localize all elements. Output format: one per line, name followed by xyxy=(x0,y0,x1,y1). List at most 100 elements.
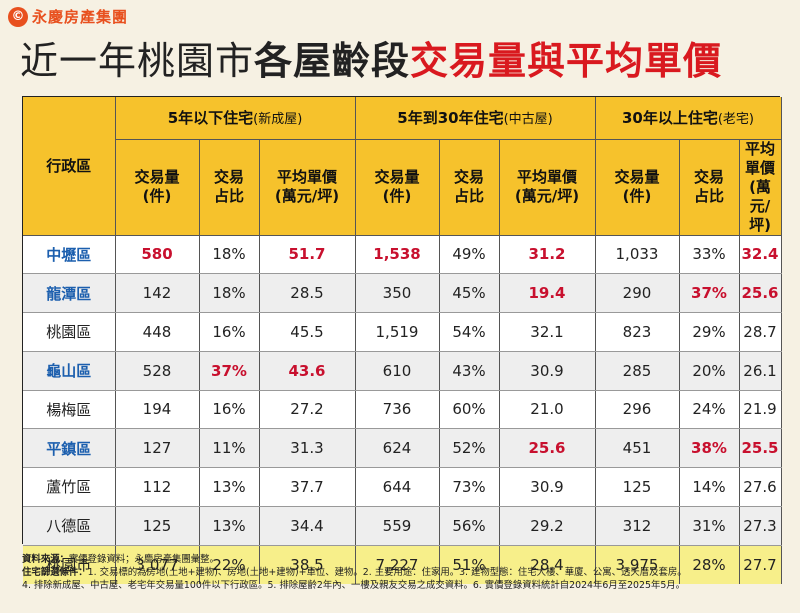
district-header: 行政區 xyxy=(23,97,116,236)
table-cell: 29% xyxy=(679,312,740,352)
table-cell: 51% xyxy=(439,545,500,584)
table-cell: 1,519 xyxy=(355,312,440,352)
table-cell: 350 xyxy=(355,273,440,313)
table-cell: 31% xyxy=(679,506,740,546)
table-cell: 33% xyxy=(679,235,740,275)
group-header-new: 5年以下住宅(新成屋) xyxy=(115,97,356,140)
table-cell: 38% xyxy=(679,428,740,468)
data-table: 行政區 5年以下住宅(新成屋) 5年到30年住宅(中古屋) 30年以上住宅(老宅… xyxy=(23,97,782,584)
page-title: 近一年桃園市各屋齡段交易量與平均單價 xyxy=(20,38,722,84)
col-header-share: 交易 占比 xyxy=(679,139,740,236)
table-cell: 37% xyxy=(679,273,740,313)
table-cell: 43% xyxy=(439,351,500,391)
table-cell: 25.5 xyxy=(739,428,782,468)
table-cell: 45.5 xyxy=(259,312,356,352)
table-cell: 34.4 xyxy=(259,506,356,546)
table-cell: 32.4 xyxy=(739,235,782,275)
table-cell: 20% xyxy=(679,351,740,391)
criteria-line: 住宅篩選條件：1. 交易標的為房地(土地+建物)、房地(土地+建物)+車位、建物… xyxy=(22,567,687,578)
table-cell: 112 xyxy=(115,467,200,507)
table-cell: 54% xyxy=(439,312,500,352)
table-cell: 37.7 xyxy=(259,467,356,507)
table-cell: 19.4 xyxy=(499,273,596,313)
table-cell: 125 xyxy=(115,506,200,546)
district-cell: 龍潭區 xyxy=(23,273,116,313)
table-cell: 127 xyxy=(115,428,200,468)
table-cell: 194 xyxy=(115,390,200,430)
table-cell: 448 xyxy=(115,312,200,352)
table-cell: 26.1 xyxy=(739,351,782,391)
table-cell: 18% xyxy=(199,235,260,275)
table-cell: 29.2 xyxy=(499,506,596,546)
table-cell: 60% xyxy=(439,390,500,430)
table-cell: 49% xyxy=(439,235,500,275)
col-header-volume: 交易量 (件) xyxy=(115,139,200,236)
col-header-volume: 交易量 (件) xyxy=(595,139,680,236)
table-row: 楊梅區 194 16% 27.2 736 60% 21.0 296 24% 21.9 xyxy=(23,390,782,430)
table-cell: 823 xyxy=(595,312,680,352)
table-cell: 312 xyxy=(595,506,680,546)
table-cell: 13% xyxy=(199,506,260,546)
table-cell: 52% xyxy=(439,428,500,468)
table-row: 中壢區 580 18% 51.7 1,538 49% 31.2 1,033 33% 32.4 xyxy=(23,235,782,275)
table-cell: 28.5 xyxy=(259,273,356,313)
table-cell: 7,227 xyxy=(355,545,440,584)
brand-icon: © xyxy=(8,6,28,27)
district-cell: 桃園區 xyxy=(23,312,116,352)
district-cell: 平鎮區 xyxy=(23,428,116,468)
table-cell: 21.0 xyxy=(499,390,596,430)
table-cell: 624 xyxy=(355,428,440,468)
table-cell: 451 xyxy=(595,428,680,468)
title-part1: 近一年桃園市 xyxy=(20,39,255,83)
table-cell: 38.5 xyxy=(259,545,356,584)
table-row: 龍潭區 142 18% 28.5 350 45% 19.4 290 37% 25.6 xyxy=(23,273,782,313)
district-cell: 楊梅區 xyxy=(23,390,116,430)
table-cell: 56% xyxy=(439,506,500,546)
group-header-mid: 5年到30年住宅(中古屋) xyxy=(355,97,596,140)
table-cell: 27.2 xyxy=(259,390,356,430)
criteria-line-2: 4. 排除新成屋、中古屋、老宅年交易量100件以下行政區。5. 排除屋齡2年內、… xyxy=(22,580,686,591)
table-cell: 45% xyxy=(439,273,500,313)
table-cell: 559 xyxy=(355,506,440,546)
table-cell: 27.3 xyxy=(739,506,782,546)
table-cell: 37% xyxy=(199,351,260,391)
brand-name: 永慶房產集團 xyxy=(32,8,129,26)
table-row: 平鎮區 127 11% 31.3 624 52% 25.6 451 38% 25.5 xyxy=(23,428,782,468)
table-cell: 18% xyxy=(199,273,260,313)
title-part2: 各屋齡段 xyxy=(254,39,411,83)
table-cell: 610 xyxy=(355,351,440,391)
table-cell: 24% xyxy=(679,390,740,430)
group-header-old: 30年以上住宅(老宅) xyxy=(595,97,782,140)
table-cell: 21.9 xyxy=(739,390,782,430)
footnote: 資料來源：實價登錄資料；永慶房產集團彙整。 住宅篩選條件：1. 交易標的為房地(… xyxy=(22,553,782,592)
table-cell: 27.7 xyxy=(739,545,782,584)
table-row: 八德區 125 13% 34.4 559 56% 29.2 312 31% 27.3 xyxy=(23,506,782,546)
district-cell: 龜山區 xyxy=(23,351,116,391)
col-header-price: 平均單價 (萬元/坪) xyxy=(739,139,782,236)
district-cell: 桃園市 xyxy=(23,545,116,584)
table-cell: 16% xyxy=(199,312,260,352)
title-part3: 交易量與平均單價 xyxy=(410,39,723,83)
table-cell: 13% xyxy=(199,467,260,507)
table-row: 龜山區 528 37% 43.6 610 43% 30.9 285 20% 26.1 xyxy=(23,351,782,391)
table-cell: 1,033 xyxy=(595,235,680,275)
table-cell: 27.6 xyxy=(739,467,782,507)
table-cell: 1,538 xyxy=(355,235,440,275)
table-cell: 290 xyxy=(595,273,680,313)
table-cell: 125 xyxy=(595,467,680,507)
table-cell: 296 xyxy=(595,390,680,430)
table-cell: 3,975 xyxy=(595,545,680,584)
district-cell: 中壢區 xyxy=(23,235,116,275)
table-row: 蘆竹區 112 13% 37.7 644 73% 30.9 125 14% 27.6 xyxy=(23,467,782,507)
table-cell: 51.7 xyxy=(259,235,356,275)
source-line: 資料來源：實價登錄資料；永慶房產集團彙整。 xyxy=(22,554,219,565)
district-cell: 蘆竹區 xyxy=(23,467,116,507)
table-cell: 16% xyxy=(199,390,260,430)
col-header-price: 平均單價 (萬元/坪) xyxy=(259,139,356,236)
col-header-share: 交易 占比 xyxy=(439,139,500,236)
table-cell: 528 xyxy=(115,351,200,391)
table-row: 桃園市 3,077 22% 38.5 7,227 51% 28.4 3,975 28% 27.7 xyxy=(23,545,782,584)
data-table-container: 行政區 5年以下住宅(新成屋) 5年到30年住宅(中古屋) 30年以上住宅(老宅… xyxy=(22,96,782,584)
table-cell: 22% xyxy=(199,545,260,584)
table-cell: 73% xyxy=(439,467,500,507)
